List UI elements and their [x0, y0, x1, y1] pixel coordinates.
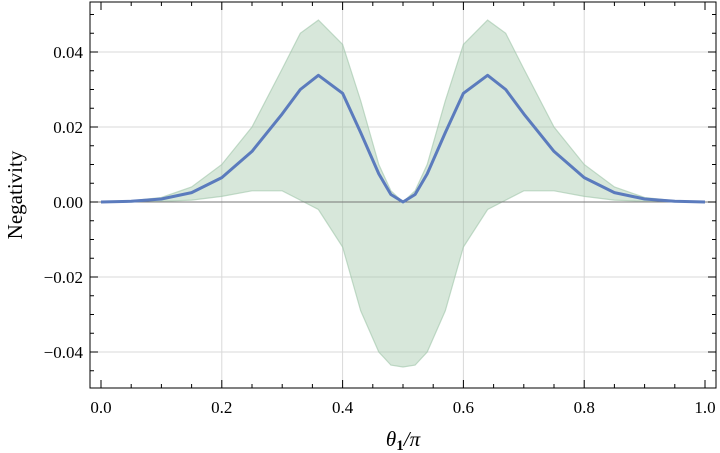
x-tick-label: 0.4	[332, 398, 354, 417]
x-tick-label: 1.0	[694, 398, 715, 417]
x-tick-label: 0.0	[90, 398, 111, 417]
x-tick-label: 0.6	[453, 398, 474, 417]
y-axis-title: Negativity	[3, 150, 27, 239]
y-tick-label: −0.04	[44, 343, 84, 362]
y-tick-label: −0.02	[44, 268, 83, 287]
negativity-line	[100, 73, 706, 204]
x-axis-title: θ1/π	[386, 427, 421, 453]
x-tick-label: 0.8	[574, 398, 595, 417]
y-tick-label: 0.00	[53, 193, 83, 212]
y-tick-label: 0.02	[53, 118, 83, 137]
y-tick-label: 0.04	[53, 43, 83, 62]
x-tick-label: 0.2	[211, 398, 232, 417]
